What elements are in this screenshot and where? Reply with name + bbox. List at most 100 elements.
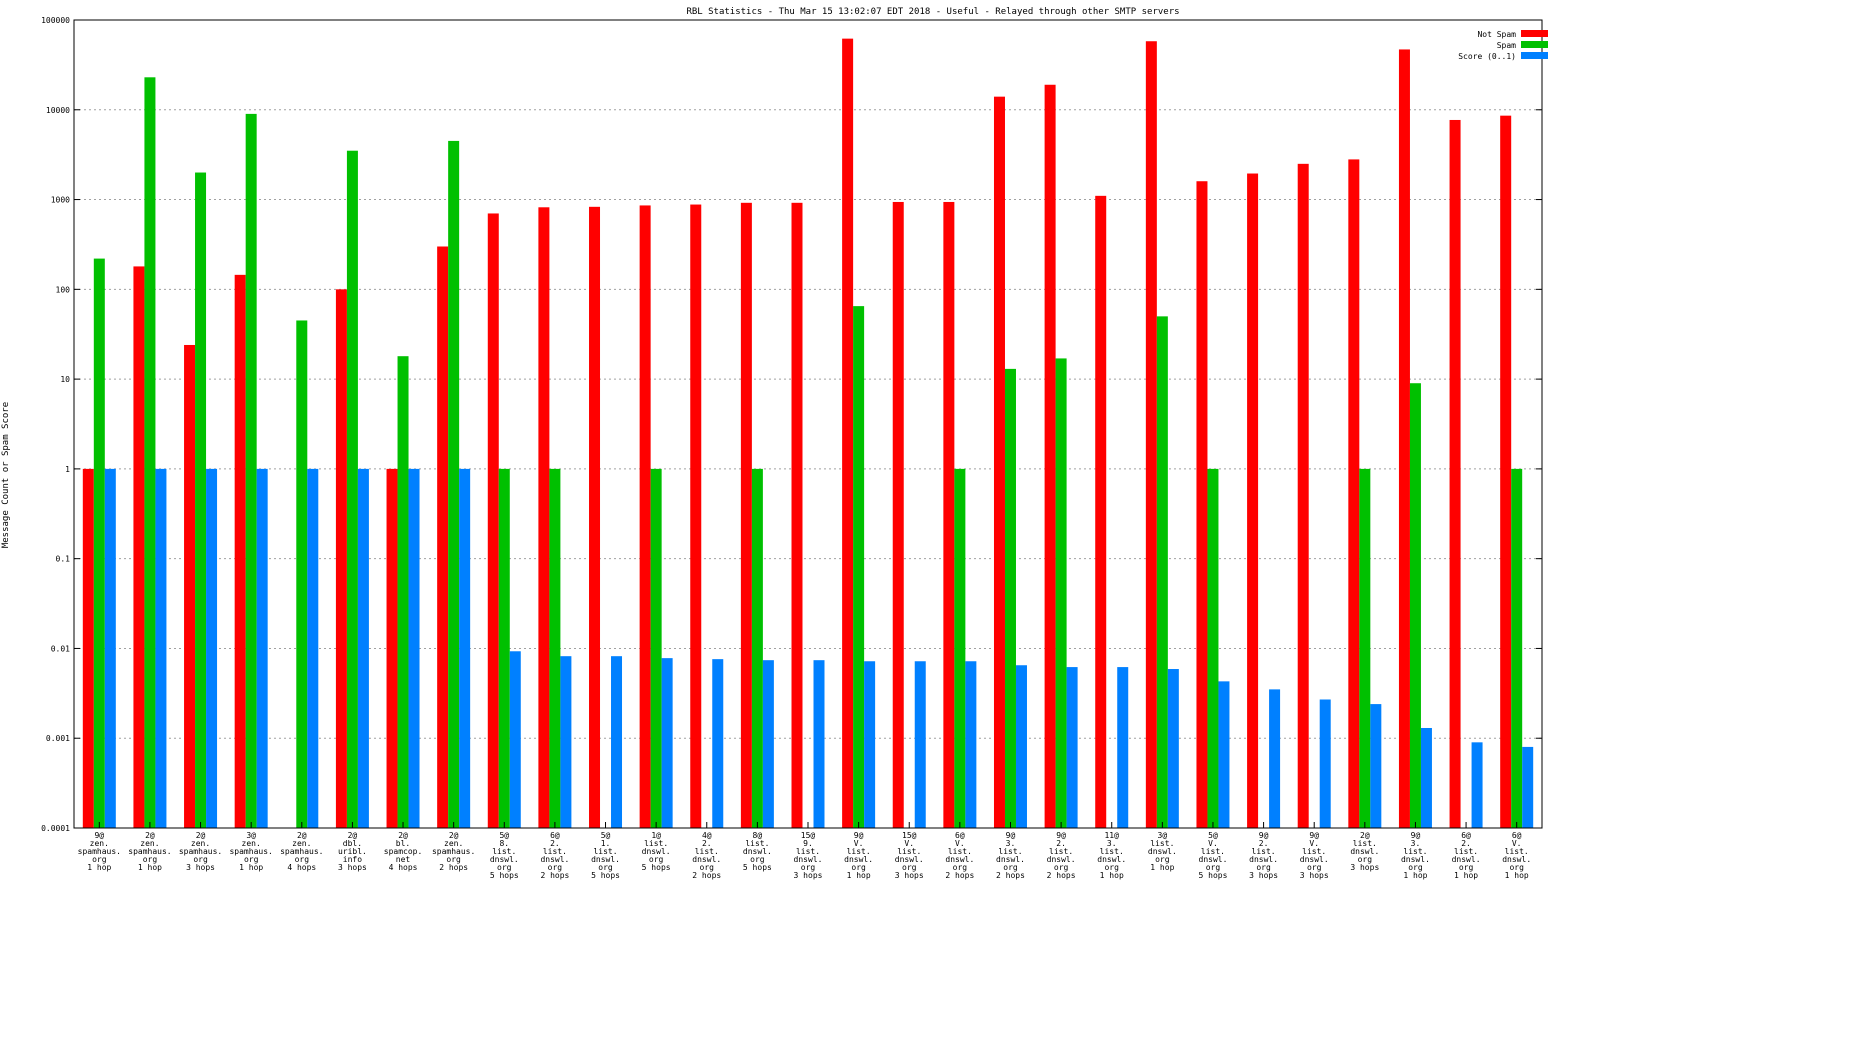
bar-score bbox=[357, 468, 369, 828]
bar-score bbox=[1218, 681, 1230, 828]
bar-not-spam bbox=[133, 266, 145, 828]
bar-score bbox=[813, 660, 825, 828]
x-tick-label: 15@ V. list. dnswl. org 3 hops bbox=[895, 831, 924, 880]
bar-score bbox=[1015, 665, 1027, 828]
bar-spam bbox=[1409, 383, 1421, 828]
bar-score bbox=[762, 660, 774, 828]
bar-spam bbox=[1511, 468, 1523, 828]
y-tick-label: 100000 bbox=[41, 16, 70, 25]
bar-not-spam bbox=[335, 289, 347, 828]
bar-score bbox=[104, 468, 116, 828]
legend: Not Spam Spam Score (0..1) bbox=[1458, 30, 1548, 61]
x-tick-label: 2@ zen. spamhaus. org 3 hops bbox=[179, 831, 222, 872]
bar-spam bbox=[245, 113, 257, 828]
bar-score bbox=[1370, 704, 1382, 828]
bar-spam bbox=[448, 140, 460, 828]
bar-not-spam bbox=[1500, 115, 1512, 828]
bar-score bbox=[206, 468, 218, 828]
legend-swatch-score bbox=[1521, 52, 1548, 59]
bar-not-spam bbox=[943, 201, 955, 828]
bar-spam bbox=[549, 468, 561, 828]
bar-spam bbox=[954, 468, 966, 828]
x-tick-label: 5@ 1. list. dnswl. org 5 hops bbox=[591, 831, 620, 880]
bar-spam bbox=[1207, 468, 1219, 828]
x-tick-label: 9@ 3. list. dnswl. org 2 hops bbox=[996, 831, 1025, 880]
x-tick-label: 2@ zen. spamhaus. org 1 hop bbox=[128, 831, 171, 872]
bar-not-spam bbox=[1044, 84, 1056, 829]
x-tick-label: 6@ V. list. dnswl. org 2 hops bbox=[945, 831, 974, 880]
bar-score bbox=[1269, 689, 1281, 828]
bar-not-spam bbox=[639, 205, 651, 828]
y-tick-label: 0.001 bbox=[46, 734, 70, 743]
x-tick-label: 3@ zen. spamhaus. org 1 hop bbox=[229, 831, 272, 872]
bar-not-spam bbox=[538, 207, 550, 828]
x-tick-label: 6@ V. list. dnswl. org 1 hop bbox=[1502, 831, 1531, 880]
bar-score bbox=[1117, 667, 1129, 828]
bar-not-spam bbox=[82, 468, 94, 828]
bar-score bbox=[611, 656, 623, 828]
legend-label-spam: Spam bbox=[1497, 41, 1516, 50]
x-tick-label: 2@ zen. spamhaus. org 4 hops bbox=[280, 831, 323, 872]
bar-spam bbox=[650, 468, 662, 828]
bar-score bbox=[965, 661, 977, 828]
bar-not-spam bbox=[487, 213, 499, 829]
bar-not-spam bbox=[1095, 195, 1107, 828]
bar-score bbox=[864, 661, 876, 828]
plot-frame bbox=[73, 19, 1543, 829]
bar-score bbox=[712, 659, 724, 828]
y-tick-label: 10 bbox=[60, 375, 70, 384]
bar-score bbox=[1319, 699, 1331, 828]
bar-spam bbox=[93, 258, 105, 828]
chart-title: RBL Statistics - Thu Mar 15 13:02:07 EDT… bbox=[686, 7, 1179, 17]
bar-spam bbox=[195, 172, 207, 828]
bar-not-spam bbox=[1398, 49, 1410, 828]
x-tick-label: 2@ zen. spamhaus. org 2 hops bbox=[432, 831, 475, 872]
x-tick-label: 6@ 2. list. dnswl. org 1 hop bbox=[1452, 831, 1481, 880]
bar-not-spam bbox=[1145, 41, 1157, 829]
bar-spam bbox=[1156, 316, 1168, 828]
bar-not-spam bbox=[589, 206, 601, 828]
y-axis-label: Message Count or Spam Score bbox=[1, 402, 11, 548]
x-tick-label: 9@ V. list. dnswl. org 1 hop bbox=[844, 831, 873, 880]
bar-not-spam bbox=[1196, 181, 1208, 829]
bar-score bbox=[459, 468, 471, 828]
bar-not-spam bbox=[386, 468, 398, 828]
bar-spam bbox=[144, 77, 156, 828]
y-tick-label: 100 bbox=[56, 285, 71, 294]
bar-score bbox=[1066, 667, 1078, 828]
bar-not-spam bbox=[1247, 173, 1259, 828]
bar-spam bbox=[1359, 468, 1371, 828]
x-tick-label: 2@ list. dnswl. org 3 hops bbox=[1350, 831, 1379, 872]
bar-spam bbox=[751, 468, 763, 828]
bar-score bbox=[256, 468, 268, 828]
bar-score bbox=[307, 468, 319, 828]
bar-score bbox=[1471, 742, 1483, 828]
bar-spam bbox=[1055, 358, 1067, 828]
x-tick-label: 11@ 3. list. dnswl. org 1 hop bbox=[1097, 831, 1126, 880]
x-tick-label: 5@ V. list. dnswl. org 5 hops bbox=[1199, 831, 1228, 880]
bar-spam bbox=[498, 468, 510, 828]
x-tick-label: 3@ list. dnswl. org 1 hop bbox=[1148, 831, 1177, 872]
x-tick-label: 6@ 2. list. dnswl. org 2 hops bbox=[540, 831, 569, 880]
x-tick-label: 5@ 8. list. dnswl. org 5 hops bbox=[490, 831, 519, 880]
bar-score bbox=[661, 658, 673, 828]
bar-score bbox=[509, 651, 521, 828]
bar-not-spam bbox=[690, 204, 702, 828]
x-tick-label: 9@ 3. list. dnswl. org 1 hop bbox=[1401, 831, 1430, 880]
legend-label-not-spam: Not Spam bbox=[1477, 30, 1516, 39]
bar-spam bbox=[296, 320, 308, 828]
bar-not-spam bbox=[1348, 159, 1360, 828]
x-tick-label: 8@ list. dnswl. org 5 hops bbox=[743, 831, 772, 872]
x-tick-label: 2@ bl. spamcop. net 4 hops bbox=[384, 831, 423, 872]
y-tick-label: 10000 bbox=[46, 106, 70, 115]
legend-label-score: Score (0..1) bbox=[1458, 52, 1516, 61]
bar-not-spam bbox=[184, 344, 196, 828]
bar-spam bbox=[1004, 368, 1016, 828]
x-tick-label: 4@ 2. list. dnswl. org 2 hops bbox=[692, 831, 721, 880]
bar-not-spam bbox=[437, 246, 449, 829]
bar-spam bbox=[346, 150, 358, 829]
y-tick-label: 0.01 bbox=[51, 644, 70, 653]
bar-not-spam bbox=[740, 202, 752, 828]
